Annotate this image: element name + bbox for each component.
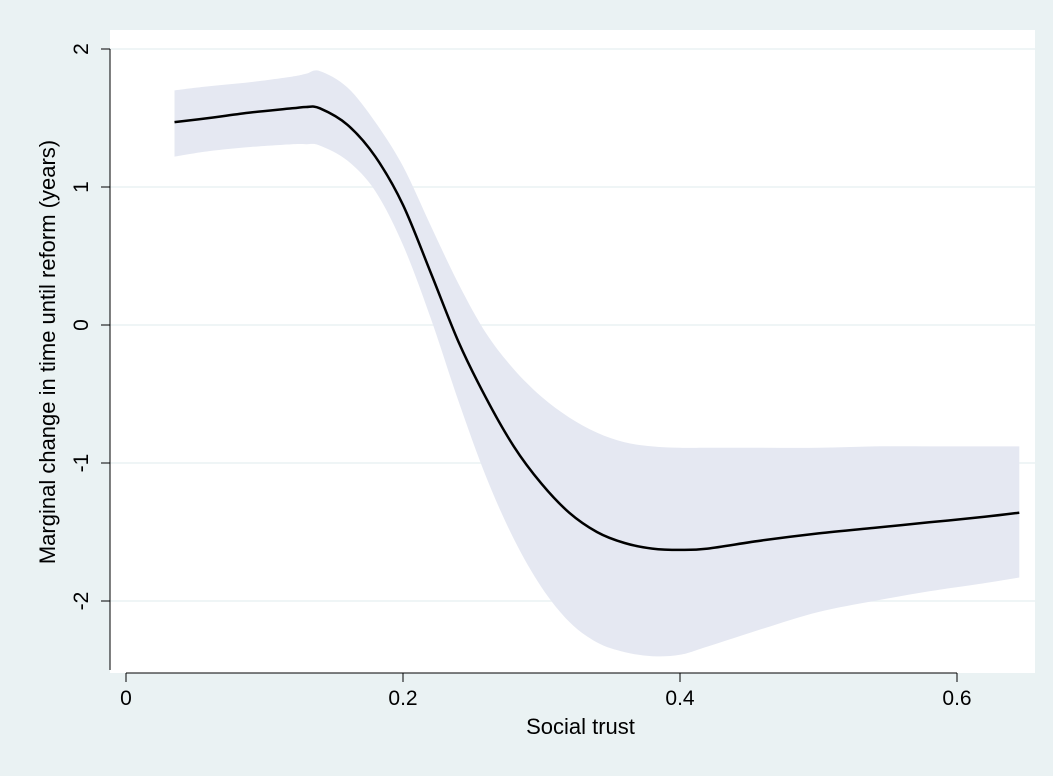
x-ticks: 0 0.2 0.4 0.6 bbox=[120, 673, 972, 710]
y-tick-label: -2 bbox=[70, 592, 93, 611]
y-axis-label: Marginal change in time until reform (ye… bbox=[35, 140, 60, 564]
y-tick-label: 2 bbox=[70, 43, 93, 55]
x-tick-label: 0 bbox=[120, 687, 132, 710]
marginal-effect-line bbox=[174, 105, 1020, 552]
y-tick-label: 0 bbox=[70, 319, 93, 331]
axes bbox=[109, 49, 957, 674]
y-tick-label: -1 bbox=[70, 454, 93, 473]
x-tick-label: 0.6 bbox=[942, 687, 971, 710]
y-tick-label: 1 bbox=[70, 181, 93, 193]
x-tick-label: 0.4 bbox=[665, 687, 695, 710]
y-ticks: -2 -1 0 1 2 bbox=[70, 43, 110, 610]
x-axis-label: Social trust bbox=[526, 714, 635, 739]
x-tick-label: 0.2 bbox=[388, 687, 417, 710]
confidence-band bbox=[174, 70, 1020, 657]
